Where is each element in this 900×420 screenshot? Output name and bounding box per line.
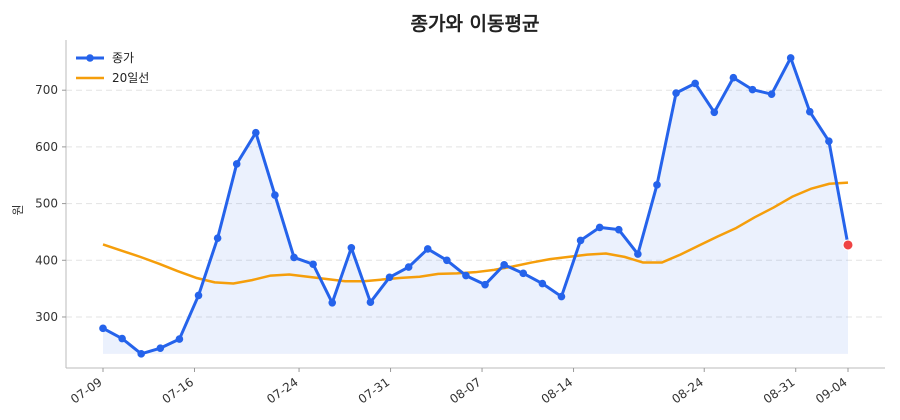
close-point xyxy=(825,137,833,146)
close-point xyxy=(99,324,107,333)
close-point xyxy=(481,280,489,289)
close-point xyxy=(462,271,470,280)
close-point xyxy=(595,223,604,232)
close-point xyxy=(309,260,317,269)
close-point xyxy=(710,108,719,117)
x-tick-label: 08-14 xyxy=(539,375,576,406)
close-point xyxy=(672,89,680,97)
close-area-fill xyxy=(103,57,848,354)
legend-close-marker xyxy=(86,54,94,62)
close-point xyxy=(576,236,585,245)
x-tick-label: 08-24 xyxy=(669,375,706,406)
close-point xyxy=(786,54,795,62)
x-tick-label: 07-16 xyxy=(160,375,197,406)
close-point xyxy=(748,85,757,94)
legend-close-label: 종가 xyxy=(112,51,134,65)
y-tick-label: 300 xyxy=(35,310,58,324)
close-point xyxy=(156,344,165,352)
y-tick-label: 700 xyxy=(35,83,58,97)
y-tick-label: 500 xyxy=(35,197,58,211)
close-point xyxy=(805,107,814,116)
series-ma20-line xyxy=(102,181,849,285)
close-point xyxy=(538,279,547,288)
x-tick-label: 08-31 xyxy=(761,375,798,406)
x-tick-label: 07-31 xyxy=(356,375,393,406)
chart-title: 종가와 이동평균 xyxy=(411,13,540,35)
close-point xyxy=(347,244,356,252)
close-point xyxy=(385,273,394,282)
plot-area xyxy=(99,54,854,358)
close-point xyxy=(691,79,699,88)
close-point xyxy=(500,261,508,269)
close-point xyxy=(213,234,222,242)
y-axis-label: 원 xyxy=(11,204,25,215)
close-point xyxy=(366,298,375,307)
series-close-line xyxy=(102,56,850,356)
close-point xyxy=(328,299,337,307)
axes xyxy=(62,40,885,372)
close-point xyxy=(557,292,566,301)
close-point xyxy=(232,160,241,168)
close-point xyxy=(290,253,298,262)
close-point xyxy=(175,335,184,343)
y-tick-label: 600 xyxy=(35,140,58,154)
close-point xyxy=(118,334,126,343)
x-tick-label: 08-07 xyxy=(447,375,484,406)
x-tick-label: 07-09 xyxy=(68,375,105,406)
close-point xyxy=(252,128,260,137)
close-point xyxy=(404,263,413,271)
close-point xyxy=(519,269,528,278)
legend: 종가 20일선 xyxy=(76,51,149,85)
legend-ma20-label: 20일선 xyxy=(112,71,149,85)
x-tick-labels: 07-09 07-16 07-24 07-31 08-07 08-14 08-24 08-31… xyxy=(68,375,850,406)
close-point xyxy=(767,90,776,98)
close-point xyxy=(443,256,451,265)
grid-lines xyxy=(66,89,885,318)
close-point xyxy=(614,225,623,234)
last-close-point xyxy=(842,239,854,251)
close-point xyxy=(729,73,738,82)
x-tick-label: 09-04 xyxy=(813,375,850,406)
close-point xyxy=(271,191,279,199)
x-tick-label: 07-24 xyxy=(264,375,301,406)
y-tick-label: 400 xyxy=(35,253,58,267)
close-point xyxy=(423,245,432,253)
y-tick-labels: 300 400 500 600 700 xyxy=(35,83,58,324)
close-point xyxy=(653,181,661,189)
close-point xyxy=(137,350,146,358)
close-point xyxy=(634,250,642,258)
close-point xyxy=(194,291,203,300)
